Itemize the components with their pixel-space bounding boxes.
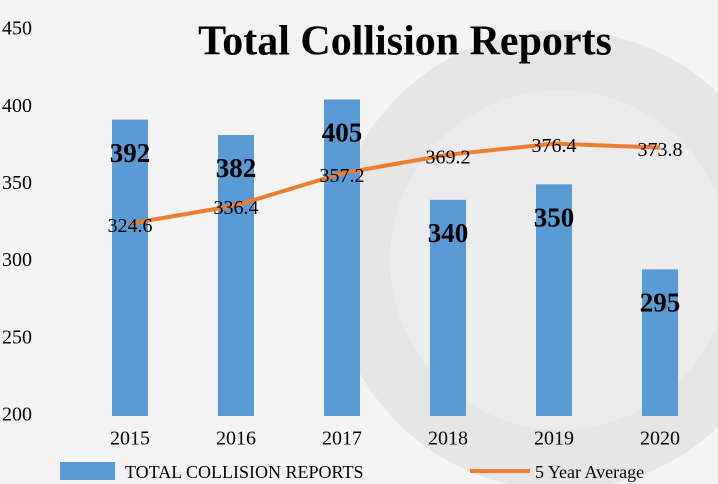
line-value-label: 376.4 <box>532 135 577 157</box>
bar-value-label: 350 <box>534 203 575 233</box>
line-value-label: 369.2 <box>426 146 471 168</box>
line-value-label: 324.6 <box>108 215 153 237</box>
bar <box>112 119 148 416</box>
line <box>129 141 661 226</box>
y-tick-label: 350 <box>2 172 32 194</box>
legend-swatch <box>60 462 115 480</box>
x-tick-label: 2015 <box>110 428 150 450</box>
y-tick-label: 250 <box>2 326 32 348</box>
line-value-label: 373.8 <box>638 139 683 161</box>
y-tick-label: 300 <box>2 249 32 271</box>
line-value-label: 336.4 <box>214 197 259 219</box>
bar-value-label: 382 <box>216 153 257 183</box>
chart-title: Total Collision Reports <box>198 19 612 65</box>
line-value-label: 357.2 <box>320 165 365 187</box>
bar-value-label: 295 <box>640 288 681 318</box>
bar-value-label: 340 <box>428 218 469 248</box>
legend-label: TOTAL COLLISION REPORTS <box>125 462 363 482</box>
bar-value-label: 392 <box>110 138 151 168</box>
bar <box>324 99 360 416</box>
bar <box>536 184 572 416</box>
x-tick-label: 2019 <box>534 428 574 450</box>
x-tick-label: 2017 <box>322 428 362 450</box>
x-tick-label: 2020 <box>640 428 680 450</box>
bar <box>218 134 254 416</box>
bar <box>642 269 678 416</box>
y-tick-label: 450 <box>2 18 32 40</box>
bar-value-label: 405 <box>322 118 363 148</box>
y-tick-label: 200 <box>2 404 32 426</box>
legend-label: 5 Year Average <box>535 462 644 482</box>
y-tick-label: 400 <box>2 95 32 117</box>
bar <box>430 199 466 416</box>
x-tick-label: 2016 <box>216 428 256 450</box>
x-tick-label: 2018 <box>428 428 468 450</box>
